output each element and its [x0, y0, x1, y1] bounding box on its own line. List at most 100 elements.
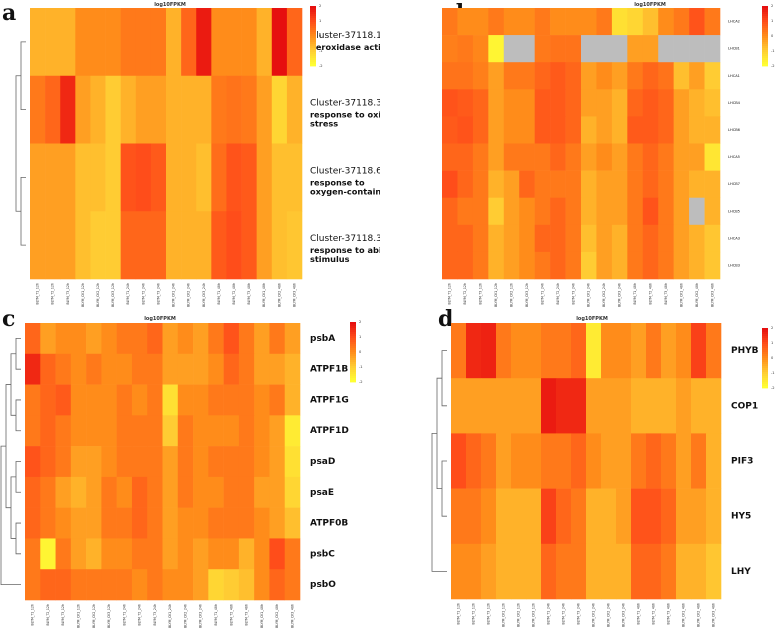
- column-label: BLYM_CK1_48h: [682, 603, 686, 627]
- heatmap-cell: [565, 251, 582, 280]
- dendrogram-branch: [15, 337, 21, 370]
- heatmap-cell: [503, 143, 520, 171]
- row-label: COP1: [731, 401, 758, 411]
- heatmap-cell: [177, 507, 194, 539]
- heatmap-cell: [503, 224, 520, 253]
- heatmap-cell: [571, 543, 587, 600]
- heatmap-cell: [611, 251, 628, 280]
- row-label: LHCA5: [728, 155, 740, 159]
- legend-swatch: [762, 386, 768, 389]
- heatmap-cell: [658, 116, 674, 144]
- dendrogram-branch: [20, 41, 26, 111]
- heatmap-cell: [45, 75, 61, 144]
- heatmap-cell: [70, 323, 87, 355]
- heatmap-cell: [116, 446, 133, 478]
- heatmap-cell: [565, 197, 582, 226]
- legend-swatch: [762, 384, 768, 387]
- heatmap-cell: [534, 8, 551, 36]
- heatmap-cell: [586, 543, 602, 600]
- heatmap-cell: [658, 62, 674, 90]
- row-label: LHCB4: [728, 101, 741, 105]
- heatmap-cell: [101, 323, 117, 355]
- heatmap-cell: [457, 143, 474, 171]
- heatmap-cell: [101, 538, 117, 570]
- heatmap-cell: [611, 62, 628, 90]
- heatmap-cell: [442, 170, 458, 198]
- heatmap-cell: [673, 170, 690, 198]
- column-label: BLYM_T2_12h: [472, 603, 476, 624]
- heatmap-cell: [284, 415, 301, 447]
- heatmap-title-b: log10FPKM: [634, 2, 666, 8]
- legend-tick-label: 1: [771, 19, 773, 23]
- legend-swatch: [350, 350, 356, 353]
- heatmap-cell: [193, 446, 209, 478]
- heatmap-cell: [611, 8, 628, 36]
- heatmap-cell: [457, 35, 474, 63]
- heatmap-cell: [451, 323, 467, 379]
- column-label: BLYM_T1_12h: [457, 603, 461, 624]
- legend-swatch: [350, 342, 356, 345]
- legend-swatch: [350, 356, 356, 359]
- heatmap-cell: [55, 353, 72, 385]
- heatmap-cell: [86, 569, 102, 601]
- row-go-term: stimulus: [310, 254, 350, 264]
- legend-swatch: [350, 338, 356, 341]
- heatmap-cell: [503, 116, 520, 144]
- heatmap-cell: [541, 433, 557, 489]
- heatmap-cell: [147, 569, 163, 601]
- heatmap-cell: [457, 170, 474, 198]
- heatmap-cell: [571, 323, 587, 379]
- legend-swatch: [762, 358, 768, 361]
- heatmap-cell: [519, 89, 535, 117]
- heatmap-title-d: log10FPKM: [576, 316, 608, 322]
- legend-swatch: [762, 10, 768, 13]
- color-legend-c: 2 1 0 -1 -2: [350, 320, 363, 384]
- heatmap-cell: [596, 89, 613, 117]
- heatmap-cell: [238, 538, 255, 570]
- heatmap-cell: [284, 446, 301, 478]
- column-label: BLYM_CK1_24h: [168, 604, 172, 628]
- heatmap-cell: [519, 143, 535, 171]
- dendrogram-branch: [441, 350, 447, 407]
- heatmap-cell: [40, 446, 56, 478]
- heatmap-cell: [150, 211, 167, 280]
- heatmap-cell: [86, 507, 102, 539]
- heatmap-cell: [181, 143, 197, 212]
- heatmap-cell: [101, 415, 117, 447]
- column-label: BLYM_T1_24h: [126, 283, 130, 304]
- heatmap-cell: [86, 353, 102, 385]
- heatmap-cell: [541, 488, 557, 545]
- heatmap-cell: [550, 251, 566, 280]
- row-go-term: response to oxidative: [310, 110, 380, 120]
- heatmap-grid-c: [25, 323, 301, 601]
- heatmap-cell: [238, 476, 255, 508]
- heatmap-cell: [691, 323, 707, 379]
- heatmap-cell: [101, 569, 117, 601]
- heatmap-cell: [25, 476, 41, 508]
- column-label: BLYM_T2_24h: [141, 283, 145, 304]
- legend-swatch: [350, 332, 356, 335]
- legend-swatch: [310, 8, 316, 11]
- heatmap-cell: [193, 569, 209, 601]
- column-label: BLYM_T1_12h: [448, 283, 452, 304]
- heatmap-cell: [120, 143, 137, 212]
- heatmap-cell: [226, 8, 242, 77]
- heatmap-cell: [550, 224, 566, 253]
- heatmap-cell: [116, 415, 133, 447]
- heatmap-cell: [676, 378, 692, 434]
- legend-swatch: [310, 26, 316, 29]
- legend-swatch: [762, 364, 768, 367]
- heatmap-cell: [673, 197, 690, 226]
- heatmap-cell: [40, 415, 56, 447]
- row-label: HY5: [731, 512, 751, 522]
- heatmap-cell: [511, 488, 527, 545]
- heatmap-cell: [503, 62, 520, 90]
- column-label: BLYM_CK3_48h: [712, 603, 716, 627]
- row-label: PHYB: [731, 346, 759, 356]
- legend-swatch: [762, 24, 768, 27]
- heatmap-cell: [704, 62, 721, 90]
- row-label: LHCA3: [728, 236, 740, 240]
- heatmap-cell: [254, 323, 270, 355]
- column-label: BLYM_CK1_24h: [592, 603, 596, 627]
- heatmap-cell: [254, 507, 270, 539]
